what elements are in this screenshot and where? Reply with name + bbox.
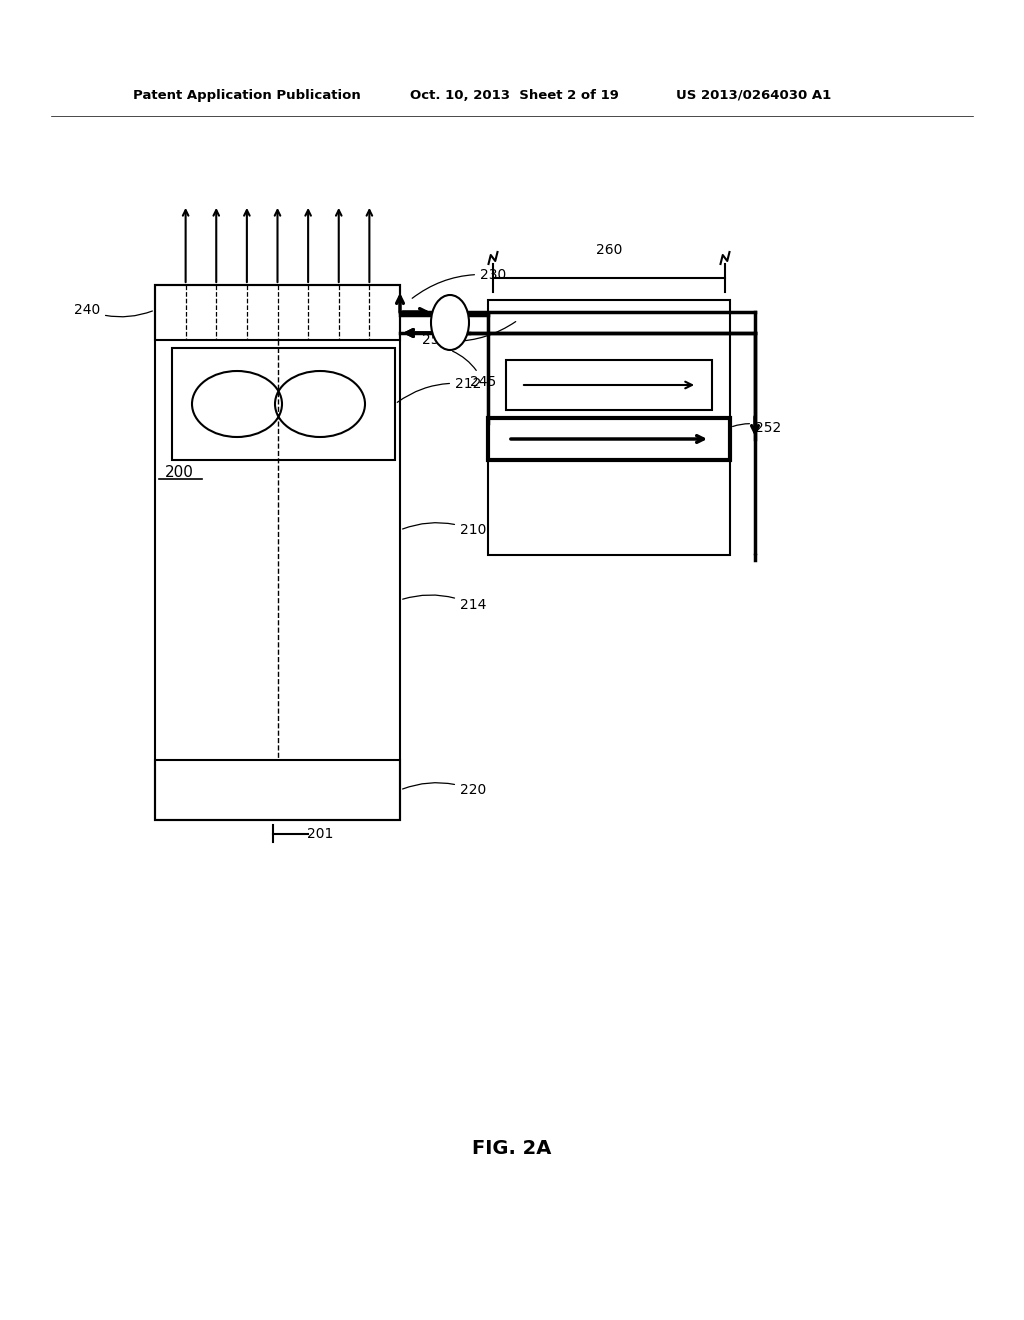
- Text: 212: 212: [397, 378, 481, 403]
- Text: 240: 240: [74, 304, 153, 317]
- Text: 245: 245: [453, 351, 497, 389]
- Text: FIG. 2A: FIG. 2A: [472, 1139, 552, 1158]
- Bar: [488, 418, 730, 459]
- Text: 210: 210: [402, 523, 486, 537]
- Text: 200: 200: [165, 465, 194, 480]
- Bar: [172, 348, 395, 459]
- Text: 214: 214: [402, 595, 486, 612]
- Bar: [155, 285, 400, 341]
- Text: 252: 252: [732, 421, 781, 434]
- Text: 201: 201: [307, 828, 334, 841]
- Text: Oct. 10, 2013  Sheet 2 of 19: Oct. 10, 2013 Sheet 2 of 19: [410, 88, 618, 102]
- Text: Patent Application Publication: Patent Application Publication: [133, 88, 360, 102]
- Text: 230: 230: [413, 268, 506, 298]
- Text: 250: 250: [422, 322, 516, 347]
- Bar: [155, 760, 400, 820]
- Text: 260: 260: [596, 243, 623, 257]
- Bar: [506, 360, 712, 411]
- Text: US 2013/0264030 A1: US 2013/0264030 A1: [676, 88, 831, 102]
- Bar: [155, 285, 400, 820]
- Ellipse shape: [431, 294, 469, 350]
- Text: 220: 220: [402, 783, 486, 797]
- Bar: [488, 300, 730, 554]
